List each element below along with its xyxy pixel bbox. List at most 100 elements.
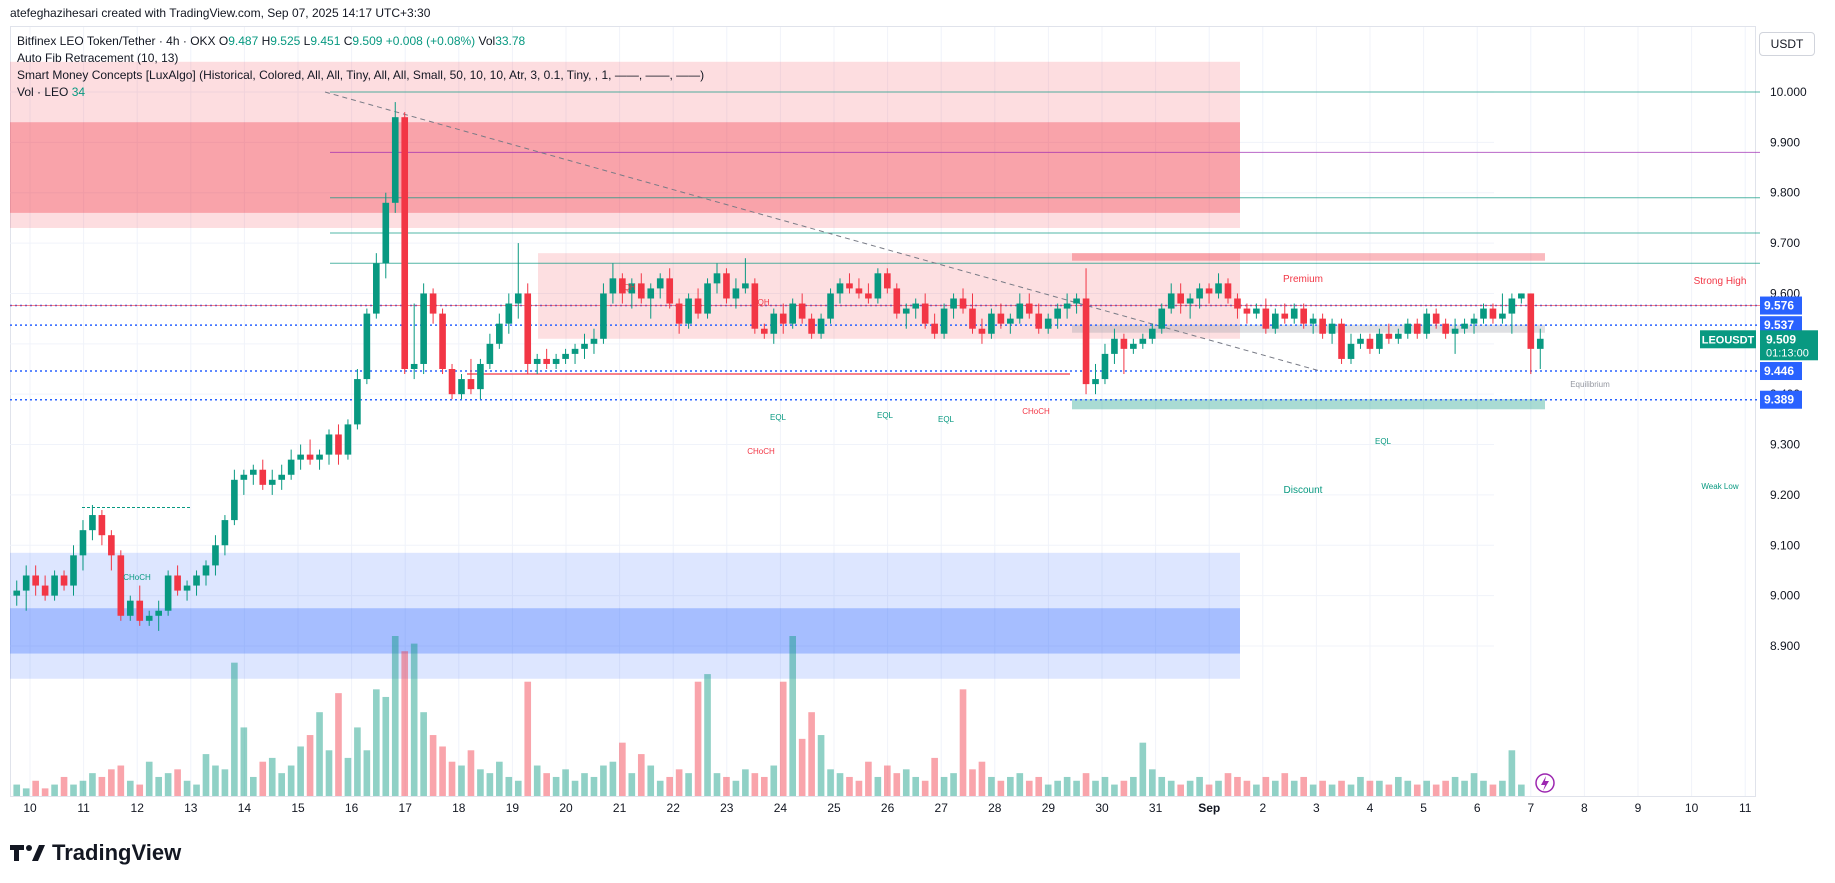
candle-body [1319,318,1326,334]
candle-body [496,323,503,344]
candle-body [609,278,617,294]
candle-body [1101,353,1109,380]
volume-bar [41,788,49,796]
volume-bar [458,765,465,796]
x-tick-label: 11 [77,801,90,815]
legend-symbol-row: Bitfinex LEO Token/Tether · 4h · OKX O9.… [17,33,704,50]
volume-bar [713,773,721,796]
candle-body [1167,293,1175,309]
y-tick-label: 9.700 [1770,236,1800,250]
volume-bar [278,773,286,796]
symbol-title[interactable]: Bitfinex LEO Token/Tether · 4h · OKX [17,34,216,48]
equilibrium-zone [1072,324,1545,333]
volume-bar [1082,773,1090,796]
ohlc-h-label: H [261,34,271,48]
volume-bar [893,773,901,796]
y-axis: 10.0009.9009.8009.7009.6009.5009.4009.30… [1700,85,1818,653]
volume-bar [1054,780,1061,796]
candle-body [325,434,333,455]
volume-bar [1442,780,1449,796]
candle-body [798,303,806,319]
volume-bar [354,727,361,796]
currency-button[interactable]: USDT [1759,32,1815,56]
volume-bar [477,769,484,796]
volume-bar [1395,776,1402,796]
level-lines [10,304,1760,508]
y-tick-label: 9.900 [1770,135,1800,149]
volume-bar [1224,773,1232,796]
indicator-fib[interactable]: Auto Fib Retracement (10, 13) [17,51,179,65]
x-tick-label: Sep [1198,801,1220,815]
candle-body [410,363,418,369]
candle-body [1035,313,1043,329]
grid [10,27,1746,796]
candle-body [827,293,834,319]
volume-bar [145,761,153,796]
volume-bar [1309,784,1317,796]
volume-bar [543,773,550,796]
x-tick-label: 10 [23,801,37,815]
discount-zone [1072,399,1545,410]
volume-bar [988,776,995,796]
volume-bar [1139,742,1147,796]
vol-value: 34 [71,85,86,99]
volume-bar [997,780,1005,796]
candle-body [1357,338,1364,344]
volume-bar [1177,784,1184,796]
x-tick-label: 23 [720,801,734,815]
candle-body [1082,298,1090,385]
annotation-label: Discount [1284,485,1323,496]
x-tick-label: 15 [291,801,305,815]
candle-body [373,263,380,314]
volume-bar [619,742,626,796]
tradingview-logo-icon [10,843,46,863]
candle-body [1224,283,1232,299]
price-tag [1760,390,1802,409]
volume-bar [22,788,30,796]
volume-bar [448,761,456,796]
indicator-vol[interactable]: Vol · LEO 34 [17,84,704,101]
candle-body [60,575,68,586]
candle-body [921,303,929,324]
annotation-label: Weak Low [1701,482,1738,491]
volume-bar [1281,773,1289,796]
candle-body [533,358,541,364]
candle-body [108,535,115,556]
volume-bar [1073,780,1080,796]
y-tick-label: 8.900 [1770,639,1800,653]
candle-body [1139,338,1147,344]
volume-bar [1158,776,1166,796]
volume-bar [51,784,58,796]
volume-bar [779,681,787,796]
volume-bar [552,776,560,796]
candle-body [221,520,229,546]
volume-bar [675,769,683,796]
volume-bar [335,693,342,796]
volume-bar [126,780,134,796]
candle-body [448,369,456,395]
volume-bar [931,757,938,796]
candle-body [846,283,853,289]
volume-bar [363,750,371,796]
x-tick-label: 31 [1149,801,1163,815]
candle-body [1215,283,1222,294]
volume-bar [89,773,96,796]
volume-bar [136,784,144,796]
volume-bar [316,712,323,796]
annotation-label: Equilibrium [1570,380,1610,389]
x-tick-label: 27 [935,801,949,815]
candle-body [79,530,87,556]
flash-icon [1535,773,1555,793]
candle-body [1347,343,1355,359]
volume-bar [1480,780,1487,796]
volume-bar [1451,776,1459,796]
candle-body [685,298,692,324]
footer-brand: TradingView [10,840,181,866]
x-tick-label: 13 [184,801,198,815]
volume-bar [174,769,181,796]
volume-bar [950,773,957,796]
volume-bar [533,765,541,796]
candle-body [477,363,484,390]
indicator-smc[interactable]: Smart Money Concepts [LuxAlgo] (Historic… [17,68,705,82]
